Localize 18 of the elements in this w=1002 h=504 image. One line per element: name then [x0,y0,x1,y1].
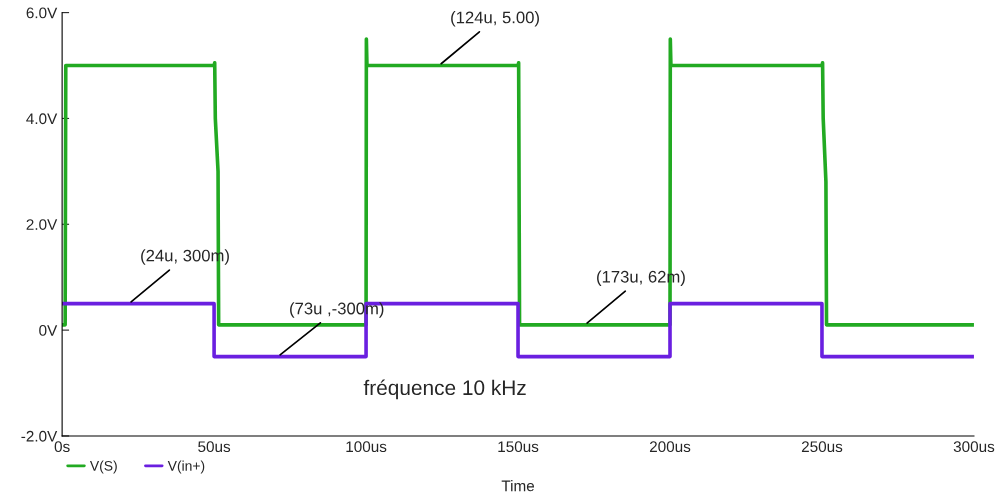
y-tick-label: 2.0V [26,219,58,230]
x-tick-label: 200us [649,441,691,453]
x-tick-label: 50us [198,441,231,453]
x-tick-label: 0s [54,441,70,453]
y-tick-label: 0V [39,324,58,336]
legend-label: V(S) [89,460,117,474]
y-tick-label: 6.0V [26,7,58,19]
annotation: (124u, 5.00) [451,11,539,27]
x-tick-label: 100us [346,441,387,453]
x-tick-label: 150us [498,441,539,453]
x-axis-title: Time [501,480,535,492]
annotation: fréquence 10 kHz [363,379,526,400]
y-tick-label: 4.0V [26,113,58,125]
x-tick-label: 300us [953,441,995,453]
line-series [62,37,974,327]
y-tick-label: -2.0V [21,430,58,442]
legend-label: V(in+) [167,460,205,474]
x-tick-label: 250us [801,441,843,453]
